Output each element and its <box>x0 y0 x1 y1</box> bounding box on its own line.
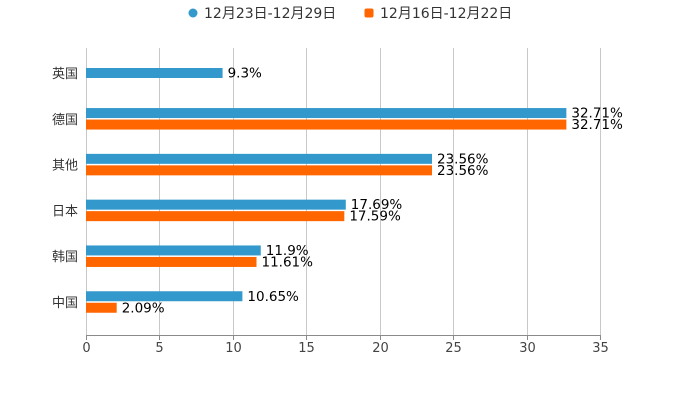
data-label: 2.09% <box>122 300 165 316</box>
bar-series2-1 <box>86 119 567 130</box>
x-tick-label: 35 <box>592 341 609 356</box>
bars <box>86 68 567 313</box>
x-tick-label: 10 <box>225 341 242 356</box>
category-label: 英国 <box>52 67 78 82</box>
category-label: 日本 <box>52 204 78 219</box>
legend: 12月23日-12月29日 12月16日-12月22日 <box>188 6 512 22</box>
data-label: 17.59% <box>349 209 401 225</box>
bar-series2-5 <box>86 302 117 313</box>
category-label: 德国 <box>52 113 78 128</box>
data-label: 23.56% <box>437 151 489 167</box>
bar-series2-4 <box>86 256 257 267</box>
data-label: 11.61% <box>262 254 314 270</box>
data-label: 9.3% <box>228 66 262 82</box>
bar-series1-2 <box>86 153 432 164</box>
x-tick-label: 5 <box>155 341 163 356</box>
bar-series1-4 <box>86 245 261 256</box>
data-label: 32.71% <box>571 106 623 122</box>
x-tick-label: 15 <box>298 341 315 356</box>
x-tick-label: 0 <box>82 341 90 356</box>
gridlines <box>86 48 601 335</box>
legend-label-series2[interactable]: 12月16日-12月22日 <box>380 6 512 22</box>
labels: 英国 9.3% 德国 32.71%32.71% 其他 23.56%23.56% 日本 17.6… <box>52 66 623 317</box>
category-label: 韩国 <box>52 250 78 265</box>
data-label: 17.69% <box>351 197 403 213</box>
data-label: 11.9% <box>266 243 309 259</box>
x-tick-label: 30 <box>519 341 536 356</box>
legend-label-series1[interactable]: 12月23日-12月29日 <box>204 6 336 22</box>
x-tick-label: 20 <box>372 341 389 356</box>
bar-series1-0 <box>86 68 223 78</box>
legend-marker-series2 <box>364 8 374 18</box>
data-label: 10.65% <box>247 289 299 305</box>
bar-series1-1 <box>86 108 567 119</box>
x-tick-label: 25 <box>445 341 462 356</box>
data-label: 23.56% <box>437 163 489 179</box>
x-axis: 0 5 10 15 20 25 30 35 <box>82 335 609 356</box>
bar-series2-2 <box>86 165 432 176</box>
data-label: 32.71% <box>571 117 623 133</box>
category-label: 其他 <box>52 159 78 174</box>
category-label: 中国 <box>52 296 78 311</box>
bar-series1-3 <box>86 199 346 210</box>
bar-series2-3 <box>86 211 345 222</box>
legend-marker-series1 <box>188 8 198 18</box>
bar-series1-5 <box>86 291 243 302</box>
